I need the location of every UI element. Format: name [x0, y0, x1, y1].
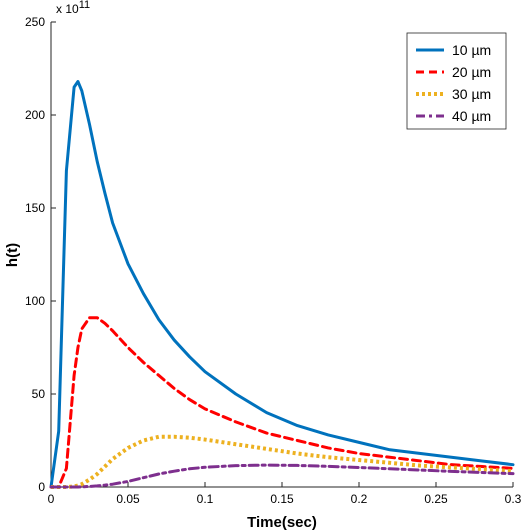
series-layer [49, 80, 515, 489]
legend-label: 40 µm [452, 108, 491, 124]
x-tick-label: 0.2 [351, 492, 368, 506]
y-tick-label: 50 [32, 387, 46, 401]
x-tick-labels: 0 0.05 0.1 0.15 0.2 0.25 0.3 [48, 492, 522, 506]
y-axis-title: h(t) [4, 243, 21, 267]
x-tick-label: 0.25 [424, 492, 448, 506]
legend: 10 µm 20 µm 30 µm 40 µm [406, 32, 507, 130]
legend-label: 30 µm [452, 86, 491, 102]
y-tick-labels: 0 50 100 150 200 250 [25, 15, 45, 494]
y-tick-label: 200 [25, 108, 45, 122]
series-line-4 [49, 463, 515, 489]
x-axis-title: Time(sec) [247, 514, 317, 531]
series-line-1 [49, 80, 515, 489]
x-tick-label: 0.1 [197, 492, 214, 506]
y-tick-label: 0 [38, 480, 45, 494]
y-tick-label: 100 [25, 294, 45, 308]
x-tick-label: 0 [48, 492, 55, 506]
series-line-3 [51, 434, 514, 489]
y-tick-label: 150 [25, 201, 45, 215]
tick-marks [50, 21, 514, 488]
x-tick-label: 0.3 [505, 492, 522, 506]
x-tick-label: 0.15 [270, 492, 294, 506]
y-multiplier-label: x 1011 [56, 0, 90, 16]
y-tick-label: 250 [25, 15, 45, 29]
series-line-2 [49, 316, 515, 489]
x-tick-label: 0.05 [116, 492, 140, 506]
legend-label: 20 µm [452, 64, 491, 80]
legend-label: 10 µm [452, 42, 491, 58]
